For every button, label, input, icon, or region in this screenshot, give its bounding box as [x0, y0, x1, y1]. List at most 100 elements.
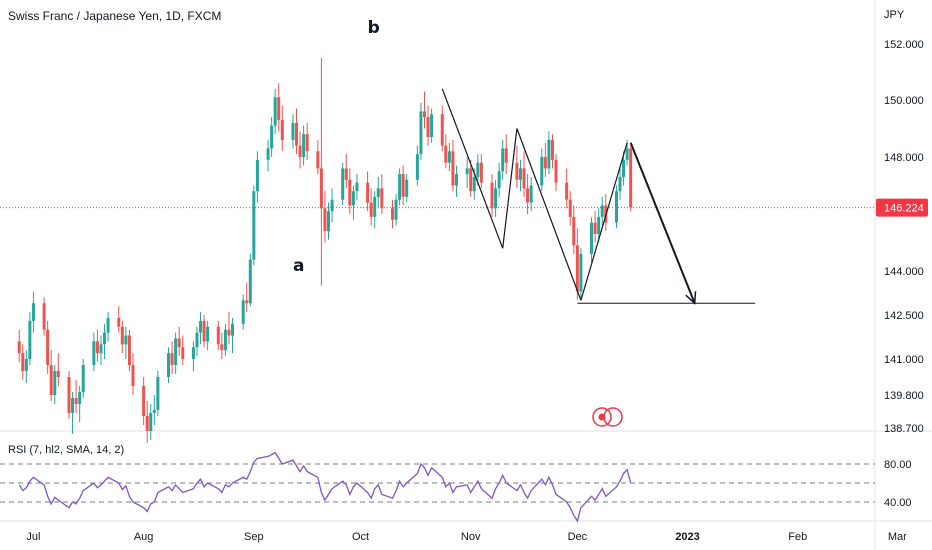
candle [547, 131, 551, 175]
candle [298, 131, 302, 169]
candle-body [522, 168, 526, 189]
candle-body [504, 148, 508, 163]
candle [174, 332, 178, 374]
candle [565, 168, 569, 209]
candle [465, 157, 469, 189]
candle-body [202, 320, 206, 342]
candle [245, 282, 249, 313]
time-axis[interactable]: Jul Aug Sep Oct Nov Dec 2023 Feb Mar [26, 531, 907, 543]
candle [440, 105, 444, 152]
candle [106, 312, 110, 342]
candle-body [465, 168, 469, 175]
projection-arrow-line[interactable] [629, 142, 696, 304]
candle [394, 194, 398, 226]
candle-body [547, 139, 551, 169]
candle [291, 114, 295, 149]
candle-body [540, 157, 544, 186]
candle [348, 168, 352, 214]
candle-body [554, 159, 558, 183]
candle-body [231, 323, 235, 336]
candle [241, 294, 245, 330]
candle-body [579, 253, 583, 292]
candle-body [351, 191, 355, 206]
candle-body [92, 341, 96, 365]
rsi-label: RSI (7, hl2, SMA, 14, 2) [8, 444, 124, 456]
candle-body [479, 162, 483, 183]
candle [422, 91, 426, 129]
wave-label-a: a [293, 256, 304, 276]
candle [280, 105, 284, 152]
candle-body [78, 392, 82, 404]
currency-label: JPY [884, 9, 905, 21]
candle [145, 401, 149, 443]
candle [71, 392, 75, 434]
candle-body [106, 317, 110, 333]
candle [380, 174, 384, 214]
candle [540, 148, 544, 192]
time-tick-label: 2023 [675, 531, 699, 543]
candle-body [131, 365, 135, 386]
price-axis[interactable]: 152.000 150.000 148.000 144.000 142.500 141.0… [884, 39, 924, 435]
candle-body [142, 386, 146, 416]
candle-body [21, 353, 25, 371]
candle-body [380, 188, 384, 209]
candle-body [195, 332, 199, 348]
candle [266, 139, 270, 172]
candle [355, 174, 359, 200]
candle [405, 174, 409, 203]
candle [223, 323, 227, 357]
candle-body [117, 317, 121, 327]
candle-body [330, 199, 334, 212]
candle-body [376, 188, 380, 197]
candle-body [568, 199, 572, 217]
candle [476, 154, 480, 186]
candle-body [497, 171, 501, 189]
candle [597, 208, 601, 243]
candle-body [241, 300, 245, 324]
candle [31, 291, 35, 333]
candle [206, 320, 210, 351]
candle [127, 329, 131, 371]
price-tick-label: 139.800 [884, 390, 924, 402]
candle [543, 142, 547, 177]
replay-target-icon[interactable] [592, 407, 623, 427]
candle-body [543, 157, 547, 169]
candle [497, 162, 501, 197]
candle-body [273, 97, 277, 126]
candle-body [152, 410, 156, 413]
candle-body [469, 168, 473, 192]
candle-body [366, 182, 370, 203]
zigzag-trendline[interactable] [516, 128, 582, 301]
trendline-drawings: ab [293, 18, 756, 305]
candle-body [390, 208, 394, 220]
candle-body [565, 182, 569, 200]
price-tick-label: 142.500 [884, 310, 924, 322]
candle [117, 306, 121, 333]
candle-body [127, 335, 131, 365]
last-price-line: 146.224 [0, 198, 928, 217]
zigzag-trendline[interactable] [441, 88, 504, 249]
candle-body [24, 359, 28, 371]
candle-body [419, 111, 423, 155]
candle-body [220, 344, 224, 351]
candle [390, 199, 394, 229]
candle-body [355, 182, 359, 192]
candle-body [302, 134, 306, 157]
candle-body [56, 371, 60, 377]
rsi-tick-label: 80.00 [884, 459, 912, 471]
candle [295, 108, 299, 155]
candle [515, 145, 519, 189]
candle-body [280, 119, 284, 140]
candle-body [625, 148, 629, 160]
candle-body [490, 182, 494, 209]
candle-body [529, 185, 533, 203]
candle-body [369, 202, 373, 217]
candle [53, 365, 57, 404]
zigzag-trendline[interactable] [580, 142, 628, 301]
candle-body [622, 159, 626, 177]
candle-body [216, 326, 220, 345]
candle-body [298, 145, 302, 157]
zigzag-trendline[interactable] [502, 128, 518, 249]
candle-body [405, 179, 409, 197]
